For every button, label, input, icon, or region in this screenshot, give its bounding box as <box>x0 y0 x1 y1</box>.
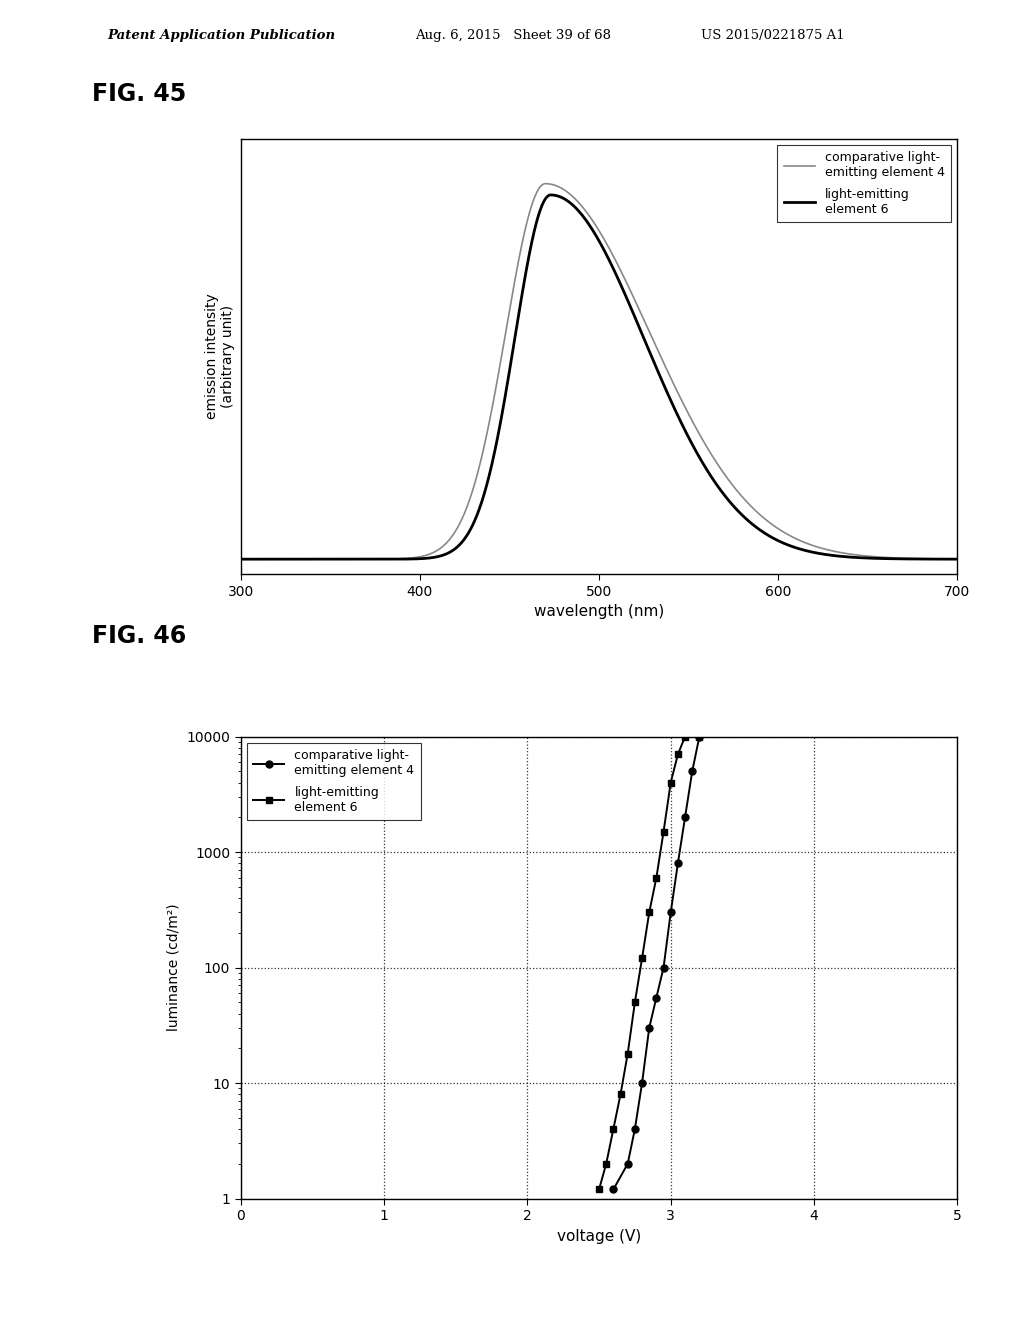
Line: comparative light-
emitting element 4: comparative light- emitting element 4 <box>241 183 957 560</box>
light-emitting
element 6 <box>564 195 577 211</box>
light-emitting
element 6 <box>607 1121 620 1137</box>
Y-axis label: luminance (cd/m²): luminance (cd/m²) <box>167 904 181 1031</box>
comparative light-
emitting element 4 <box>271 552 284 568</box>
light-emitting
element 6 <box>622 1045 634 1061</box>
light-emitting
element 6 <box>629 994 641 1010</box>
Text: Aug. 6, 2015   Sheet 39 of 68: Aug. 6, 2015 Sheet 39 of 68 <box>415 29 610 42</box>
light-emitting
element 6 <box>593 1181 605 1197</box>
Text: US 2015/0221875 A1: US 2015/0221875 A1 <box>701 29 845 42</box>
light-emitting
element 6 <box>951 552 964 568</box>
comparative light-
emitting element 4 <box>636 1074 648 1090</box>
light-emitting
element 6 <box>271 552 284 568</box>
light-emitting
element 6 <box>672 747 684 763</box>
light-emitting
element 6 <box>600 1156 612 1172</box>
light-emitting
element 6 <box>614 1086 627 1102</box>
comparative light-
emitting element 4 <box>607 1181 620 1197</box>
light-emitting
element 6 <box>584 218 596 234</box>
comparative light-
emitting element 4 <box>657 960 670 975</box>
comparative light-
emitting element 4 <box>672 855 684 871</box>
Line: light-emitting
element 6: light-emitting element 6 <box>241 195 957 560</box>
comparative light-
emitting element 4 <box>540 176 552 191</box>
light-emitting
element 6 <box>643 904 655 920</box>
light-emitting
element 6 <box>636 950 648 966</box>
comparative light-
emitting element 4 <box>679 809 691 825</box>
comparative light-
emitting element 4 <box>686 763 698 779</box>
light-emitting
element 6 <box>234 552 247 568</box>
light-emitting
element 6 <box>931 552 943 568</box>
comparative light-
emitting element 4 <box>584 209 596 224</box>
comparative light-
emitting element 4 <box>665 904 677 920</box>
comparative light-
emitting element 4 <box>650 990 663 1006</box>
light-emitting
element 6 <box>800 543 812 558</box>
Line: comparative light-
emitting element 4: comparative light- emitting element 4 <box>610 733 702 1193</box>
comparative light-
emitting element 4 <box>931 550 943 566</box>
light-emitting
element 6 <box>650 870 663 886</box>
comparative light-
emitting element 4 <box>629 1121 641 1137</box>
Text: FIG. 46: FIG. 46 <box>92 624 186 648</box>
light-emitting
element 6 <box>665 775 677 791</box>
light-emitting
element 6 <box>657 824 670 840</box>
Y-axis label: emission intensity
(arbitrary unit): emission intensity (arbitrary unit) <box>205 293 236 420</box>
comparative light-
emitting element 4 <box>643 1020 655 1036</box>
comparative light-
emitting element 4 <box>693 729 706 744</box>
Text: Patent Application Publication: Patent Application Publication <box>108 29 336 42</box>
comparative light-
emitting element 4 <box>622 1156 634 1172</box>
comparative light-
emitting element 4 <box>234 552 247 568</box>
comparative light-
emitting element 4 <box>564 186 577 202</box>
comparative light-
emitting element 4 <box>951 552 964 568</box>
Line: light-emitting
element 6: light-emitting element 6 <box>596 733 702 1193</box>
Legend: comparative light-
emitting element 4, light-emitting
element 6: comparative light- emitting element 4, l… <box>247 743 421 820</box>
X-axis label: voltage (V): voltage (V) <box>557 1229 641 1243</box>
comparative light-
emitting element 4 <box>800 535 812 550</box>
X-axis label: wavelength (nm): wavelength (nm) <box>534 605 665 619</box>
Text: FIG. 45: FIG. 45 <box>92 82 186 106</box>
light-emitting
element 6 <box>679 729 691 744</box>
light-emitting
element 6 <box>693 729 706 744</box>
light-emitting
element 6 <box>931 552 943 568</box>
Legend: comparative light-
emitting element 4, light-emitting
element 6: comparative light- emitting element 4, l… <box>777 145 951 222</box>
comparative light-
emitting element 4 <box>931 550 943 566</box>
light-emitting
element 6 <box>545 187 557 203</box>
